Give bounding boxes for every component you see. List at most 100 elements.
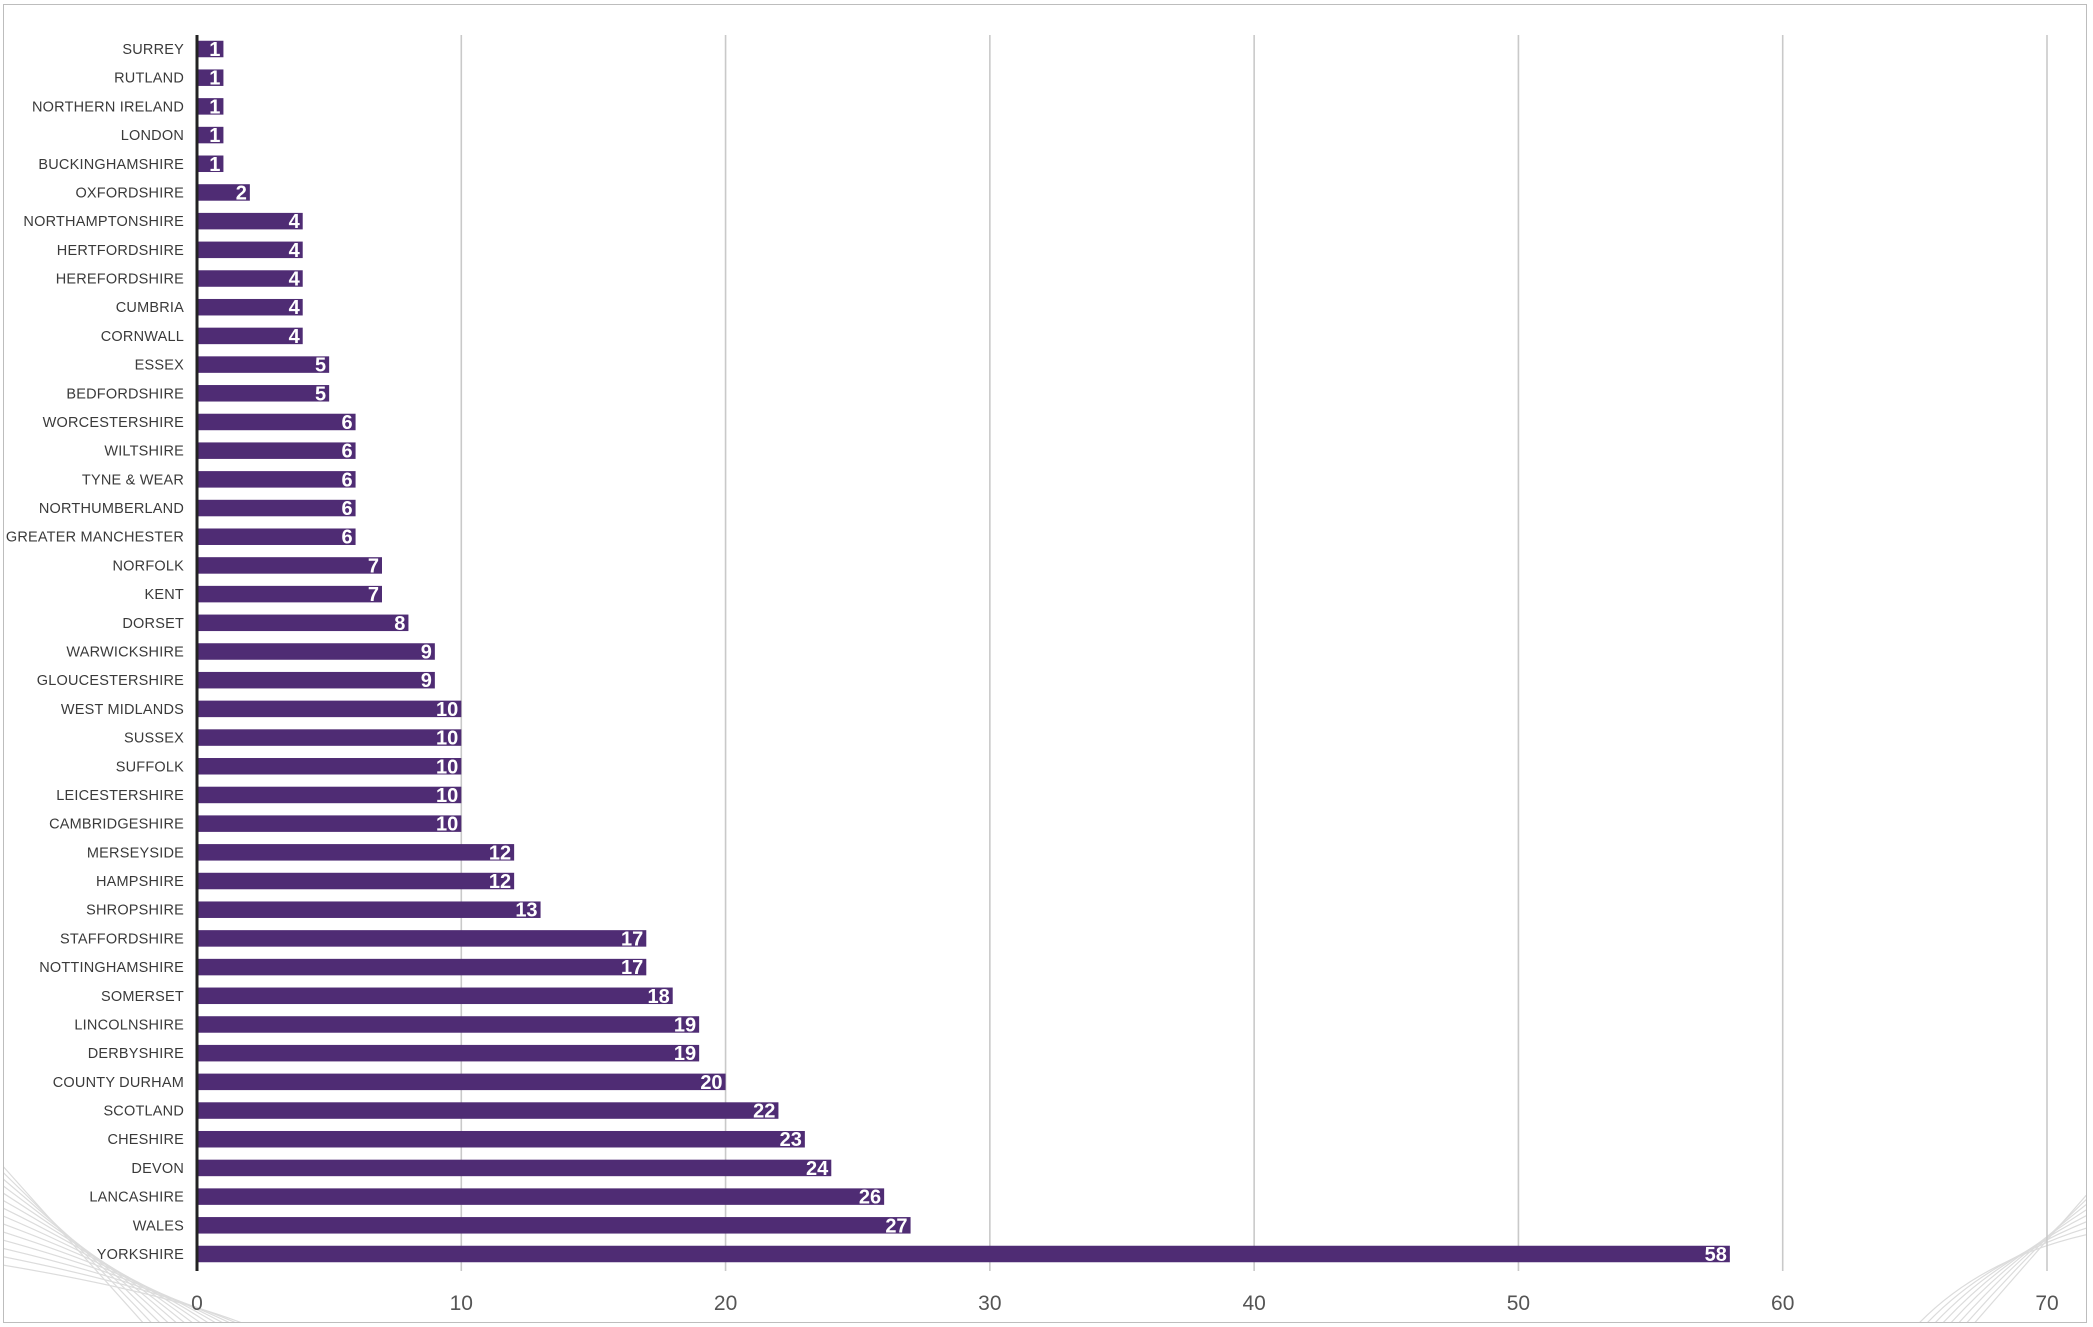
data-label: 4 [289, 297, 301, 319]
x-tick-label: 0 [191, 1292, 203, 1315]
bar [197, 471, 356, 488]
bar [197, 126, 224, 144]
bar [197, 700, 462, 718]
data-label: 17 [621, 928, 643, 950]
category-label: SUFFOLK [116, 759, 184, 775]
bar [197, 557, 382, 574]
data-label: 6 [341, 441, 352, 463]
category-label: GLOUCESTERSHIRE [37, 673, 184, 689]
data-label: 10 [436, 814, 458, 836]
data-labels: 1111124444455666667789910101010101212131… [209, 39, 1727, 1266]
category-label: KENT [145, 587, 184, 603]
data-label: 7 [368, 555, 379, 577]
data-label: 13 [515, 900, 537, 922]
data-label: 2 [236, 182, 247, 204]
category-label: TYNE & WEAR [82, 472, 184, 488]
bar [197, 758, 462, 775]
data-label: 6 [341, 498, 352, 520]
category-label: NORTHUMBERLAND [39, 501, 184, 517]
bar [197, 1073, 726, 1091]
category-label: NORTHERN IRELAND [32, 99, 184, 115]
data-label: 6 [341, 469, 352, 491]
bar [197, 1245, 1730, 1263]
x-tick-labels: 0 10 20 30 40 50 60 70 [191, 1292, 2059, 1315]
category-label: YORKSHIRE [97, 1247, 184, 1263]
x-tick-label: 10 [450, 1292, 473, 1315]
category-label: DERBYSHIRE [88, 1046, 184, 1062]
category-label: RUTLAND [114, 71, 184, 87]
category-label: OXFORDSHIRE [75, 185, 184, 201]
category-label: WALES [133, 1218, 184, 1234]
bar [197, 671, 435, 689]
category-label: SCOTLAND [103, 1104, 184, 1120]
bar [197, 1044, 700, 1062]
data-label: 6 [341, 527, 352, 549]
category-label: BUCKINGHAMSHIRE [38, 157, 184, 173]
data-label: 5 [315, 355, 326, 377]
category-label: LEICESTERSHIRE [56, 788, 184, 804]
bar-chart: SURREY RUTLAND NORTHERN IRELAND LONDON BUCKI… [4, 35, 2086, 1322]
category-label: WEST MIDLANDS [61, 702, 184, 718]
data-label: 1 [209, 68, 220, 90]
x-tick-label: 20 [714, 1292, 737, 1315]
category-label: NOTTINGHAMSHIRE [39, 960, 184, 976]
data-label: 10 [436, 728, 458, 750]
x-tick-label: 60 [1771, 1292, 1794, 1315]
bar [197, 40, 224, 58]
category-label: LONDON [121, 128, 184, 144]
x-tick-label: 30 [978, 1292, 1001, 1315]
data-label: 26 [859, 1187, 881, 1209]
data-label: 9 [421, 670, 432, 692]
x-tick-label: 40 [1242, 1292, 1265, 1315]
decorative-swoosh [4, 1172, 152, 1322]
category-label: LANCASHIRE [89, 1190, 184, 1206]
data-label: 22 [753, 1101, 775, 1123]
category-label: NORFOLK [113, 558, 185, 574]
category-label: COUNTY DURHAM [53, 1075, 184, 1091]
bar [197, 1217, 911, 1234]
data-label: 23 [780, 1129, 802, 1151]
background-decoration [4, 1166, 2086, 1322]
bar [197, 442, 356, 459]
category-label: DORSET [122, 616, 184, 632]
category-label: HERTFORDSHIRE [57, 243, 184, 259]
bar [197, 356, 330, 373]
category-label: SHROPSHIRE [86, 903, 184, 919]
bar [197, 872, 515, 890]
bar [197, 930, 647, 947]
decorative-swoosh [4, 1256, 236, 1322]
decorative-swoosh [1966, 1199, 2086, 1322]
data-label: 18 [647, 986, 669, 1008]
data-label: 17 [621, 957, 643, 979]
decorative-swoosh [4, 1239, 223, 1322]
gridlines [460, 35, 2048, 1271]
decorative-swoosh [1919, 1234, 2086, 1322]
data-label: 10 [436, 756, 458, 778]
category-label: HEREFORDSHIRE [56, 272, 184, 288]
bar [197, 901, 541, 918]
data-label: 10 [436, 785, 458, 807]
data-label: 58 [1705, 1244, 1727, 1266]
decorative-swoosh [1927, 1227, 2086, 1322]
category-label: CHESHIRE [107, 1132, 184, 1148]
category-label: GREATER MANCHESTER [6, 530, 184, 546]
bars [197, 40, 1730, 1263]
data-label: 9 [421, 642, 432, 664]
category-label: WORCESTERSHIRE [43, 415, 184, 431]
data-label: 1 [209, 96, 220, 118]
bar [197, 614, 409, 632]
bar [197, 98, 224, 115]
decorative-swoosh [1950, 1209, 2086, 1322]
bar [197, 1016, 700, 1033]
bar [197, 1130, 805, 1148]
data-label: 24 [806, 1158, 829, 1180]
data-label: 1 [209, 125, 220, 147]
bar [197, 327, 303, 345]
data-label: 4 [289, 240, 301, 262]
bar [197, 241, 303, 259]
bar [197, 815, 462, 832]
bar [197, 729, 462, 746]
data-label: 8 [394, 613, 405, 635]
decorative-swoosh [1943, 1215, 2086, 1322]
bar [197, 643, 435, 660]
